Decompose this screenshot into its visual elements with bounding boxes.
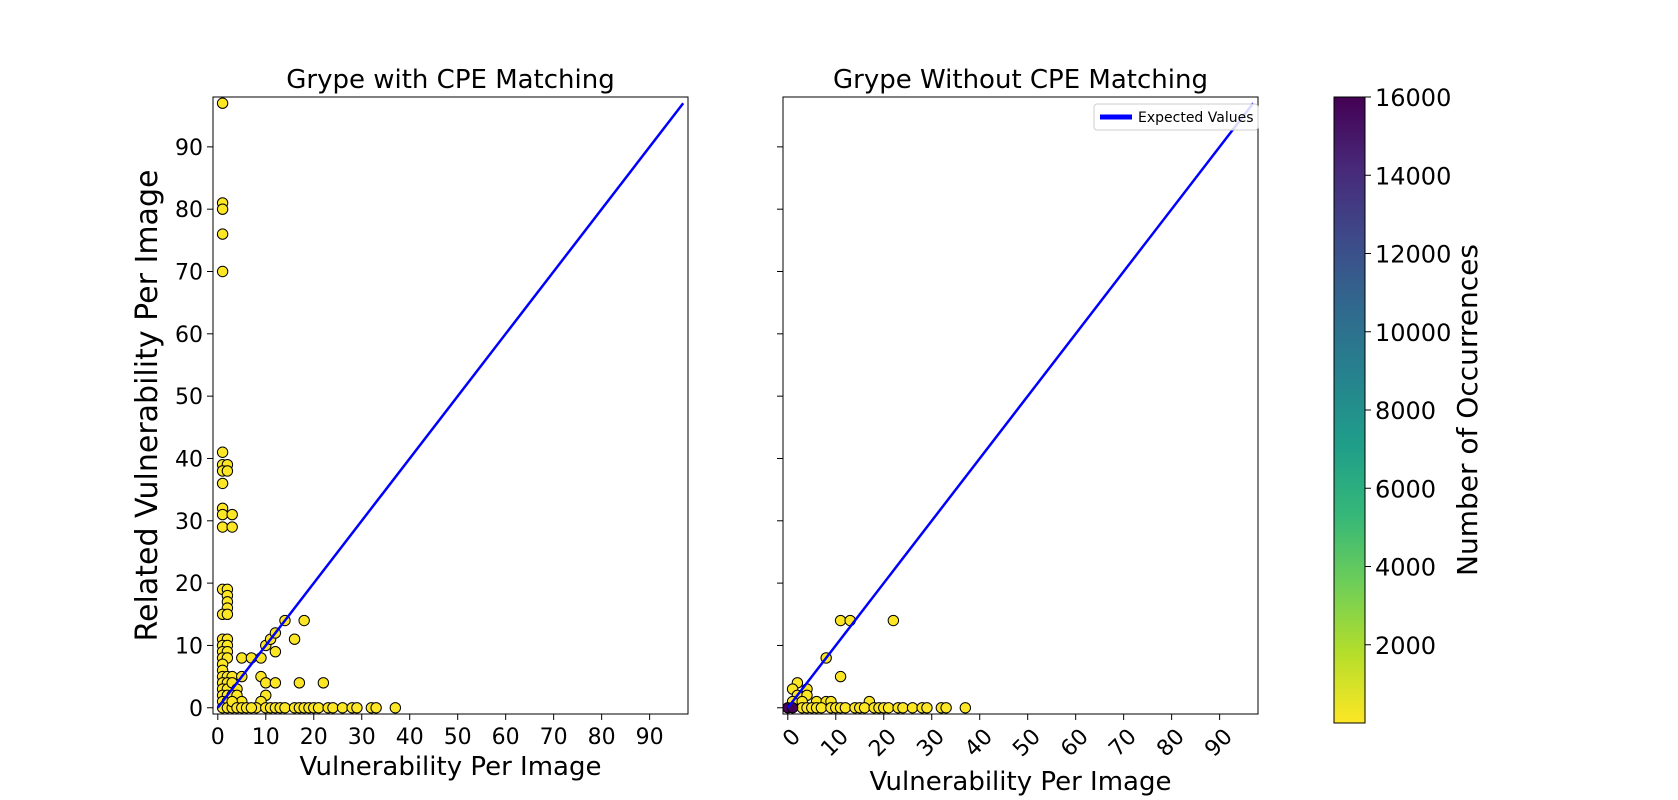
plot-series: [783, 102, 1255, 714]
data-point: [216, 508, 229, 521]
data-point: [389, 702, 402, 714]
x-tick-label: 80: [588, 725, 616, 750]
colorbar-tick-label: 16000: [1375, 84, 1451, 112]
data-point: [317, 677, 330, 689]
colorbar-tick-label: 8000: [1375, 397, 1436, 425]
data-point: [216, 521, 229, 533]
data-point: [221, 465, 234, 477]
y-axis-label: Related Vulnerability Per Image: [130, 170, 165, 642]
colorbar-tick-label: 4000: [1375, 554, 1436, 582]
data-point: [887, 614, 900, 627]
x-tick-label: 10: [252, 725, 280, 750]
data-point: [269, 677, 282, 689]
y-tick-label: 0: [189, 697, 203, 722]
x-axis-label: Vulnerability Per Image: [870, 767, 1172, 797]
x-tick-label: 10: [816, 724, 853, 761]
y-tick-label: 70: [175, 261, 203, 286]
colorbar: 2000 4000 6000 8000 10000 12000 14000 16000 Numb…: [1333, 84, 1484, 724]
data-point: [226, 508, 238, 521]
axes-frame: [212, 96, 689, 715]
expected-values-line: [786, 102, 1255, 709]
y-tick-label: 20: [175, 572, 203, 597]
data-point: [906, 702, 919, 714]
data-point: [216, 477, 229, 490]
x-tick-label: 30: [912, 724, 949, 761]
x-tick-label: 30: [348, 725, 376, 750]
colorbar-tick-label: 14000: [1375, 162, 1451, 190]
data-point: [940, 702, 952, 714]
data-point: [269, 645, 282, 658]
data-point: [298, 614, 310, 627]
y-tick-label: 60: [175, 323, 203, 348]
x-tick-label: 40: [396, 725, 424, 750]
chart-panel-without-cpe: Grype Without CPE Matching 0 10 20 30 40 50 60 7…: [777, 65, 1259, 797]
y-tick-label: 40: [175, 447, 203, 472]
legend-label: Expected Values: [1138, 110, 1254, 126]
data-point: [221, 608, 234, 620]
expected-values-line: [216, 102, 685, 709]
data-point: [279, 702, 291, 714]
x-tick-label: 0: [211, 725, 225, 750]
data-point: [882, 702, 895, 714]
data-point: [370, 702, 382, 714]
data-point: [216, 446, 229, 458]
data-point: [226, 521, 238, 533]
chart-title: Grype Without CPE Matching: [833, 65, 1208, 95]
x-tick-label: 80: [1152, 724, 1189, 761]
data-point: [351, 702, 363, 714]
axes-frame: [782, 96, 1259, 715]
data-point: [288, 633, 301, 645]
x-tick-label: 50: [444, 725, 472, 750]
data-point: [293, 677, 306, 689]
colorbar-gradient: [1333, 96, 1366, 724]
data-point: [327, 702, 339, 714]
x-tick-label: 90: [1200, 724, 1237, 761]
x-axis-label: Vulnerability Per Image: [300, 752, 602, 782]
data-point: [921, 702, 933, 714]
y-tick-label: 90: [175, 136, 203, 161]
data-point: [312, 702, 325, 714]
data-point: [336, 702, 349, 714]
data-point: [216, 228, 229, 240]
x-tick-label: 0: [778, 724, 806, 752]
data-point: [959, 702, 972, 714]
data-point: [897, 702, 909, 714]
data-point: [216, 265, 229, 278]
data-point: [834, 670, 847, 683]
data-point: [815, 702, 828, 714]
y-tick-label: 30: [175, 510, 203, 535]
x-tick-label: 70: [540, 725, 568, 750]
data-point: [245, 702, 258, 714]
x-tick-label: 40: [960, 724, 997, 761]
data-point: [839, 702, 852, 714]
colorbar-tick-label: 12000: [1375, 241, 1451, 269]
colorbar-tick-label: 10000: [1375, 319, 1451, 347]
data-point: [236, 652, 248, 664]
plot-series: [216, 97, 685, 714]
data-point: [216, 203, 229, 215]
y-tick-label: 50: [175, 385, 203, 410]
x-tick-label: 60: [492, 725, 520, 750]
x-tick-label: 20: [300, 725, 328, 750]
x-tick-label: 60: [1056, 724, 1093, 761]
chart-title: Grype with CPE Matching: [286, 65, 614, 95]
y-tick-label: 10: [175, 634, 203, 659]
data-point: [260, 677, 272, 689]
colorbar-label: Number of Occurrences: [1451, 244, 1484, 576]
x-tick-label: 70: [1104, 724, 1141, 761]
chart-panel-with-cpe: Grype with CPE Matching 0 10 20 30 40 50 60 70 80…: [130, 65, 689, 782]
data-point: [216, 97, 229, 109]
colorbar-tick-label: 2000: [1375, 632, 1436, 660]
x-tick-label: 20: [864, 724, 901, 761]
data-point: [858, 702, 871, 714]
x-tick-label: 50: [1008, 724, 1045, 761]
data-point: [834, 614, 847, 627]
legend-box: [1093, 103, 1259, 131]
y-tick-label: 80: [175, 198, 203, 223]
colorbar-tick-label: 6000: [1375, 475, 1436, 503]
x-tick-label: 90: [636, 725, 664, 750]
